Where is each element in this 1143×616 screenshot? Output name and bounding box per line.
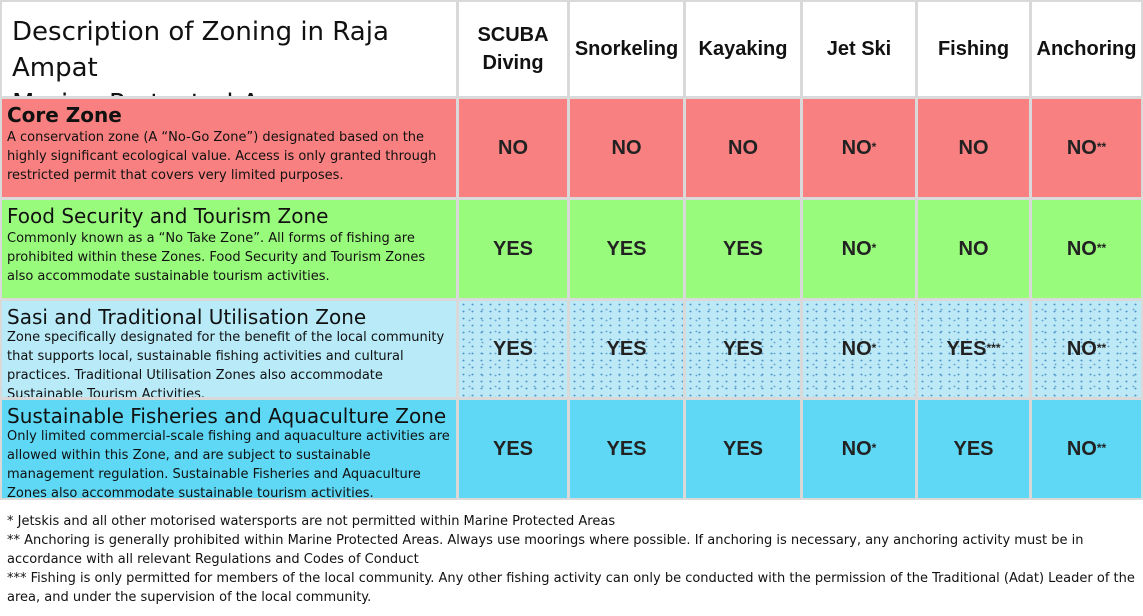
permission-value: YES <box>722 337 764 360</box>
zone-text: Zone specifically designated for the ben… <box>7 330 445 397</box>
permission-cell: YES <box>570 400 683 498</box>
column-header-label: Fishing <box>937 38 1010 60</box>
zone-name: Core Zone <box>7 103 122 127</box>
permission-value: NO <box>958 237 989 260</box>
permission-value: YES <box>953 437 994 460</box>
title-line-1: Description of Zoning in Raja Ampat <box>12 17 389 83</box>
zone-description-core: Core Zone A conservation zone (A “No-Go … <box>2 99 456 197</box>
column-header-snorkeling: Snorkeling <box>570 2 683 96</box>
permission-cell: YES <box>686 400 800 498</box>
permission-cell: NO ** <box>1032 200 1141 298</box>
column-header-label: Kayaking <box>698 38 788 60</box>
footnote-anchoring: ** Anchoring is generally prohibited wit… <box>7 533 1084 567</box>
permission-value: NO <box>611 136 642 159</box>
footnote-fishing: *** Fishing is only permitted for member… <box>7 571 1135 605</box>
permission-value: YES <box>946 337 987 360</box>
zone-text: Commonly known as a “No Take Zone”. All … <box>7 231 426 284</box>
permission-cell: NO ** <box>1032 400 1141 498</box>
permission-cell: YES <box>570 200 683 298</box>
column-header-jet-ski: Jet Ski <box>803 2 915 96</box>
permission-value: NO <box>728 136 758 159</box>
permission-value: NO <box>958 136 989 159</box>
permission-cell: NO <box>918 200 1029 298</box>
zone-name: Sasi and Traditional Utilisation Zone <box>7 305 367 329</box>
permission-cell: NO * <box>803 99 915 197</box>
permission-cell: YES <box>459 400 567 498</box>
permission-value: YES <box>606 437 647 460</box>
permission-value: NO <box>841 136 872 159</box>
permission-value: NO <box>841 237 872 260</box>
column-header-scuba-diving: SCUBA Diving <box>459 2 567 96</box>
zone-description-food-security: Food Security and Tourism Zone Commonly … <box>2 200 456 298</box>
permission-cell: YES <box>570 301 683 397</box>
permission-cell: YES <box>459 200 567 298</box>
column-header-anchoring: Anchoring <box>1032 2 1141 96</box>
permission-cell: NO * <box>803 301 915 397</box>
permission-value: NO <box>1066 337 1097 360</box>
permission-cell: NO <box>570 99 683 197</box>
footnote-jetski: * Jetskis and all other motorised waters… <box>7 514 616 529</box>
zone-name: Food Security and Tourism Zone <box>7 204 329 228</box>
permission-cell: NO <box>686 99 800 197</box>
permission-value: NO <box>498 136 528 159</box>
permission-value: YES <box>606 337 647 360</box>
permission-cell: NO <box>459 99 567 197</box>
footnotes: * Jetskis and all other motorised waters… <box>7 512 1137 607</box>
permission-cell: YES <box>686 301 800 397</box>
zone-text: Only limited commercial-scale fishing an… <box>7 429 450 498</box>
permission-value: NO <box>1066 136 1097 159</box>
permission-cell: NO <box>918 99 1029 197</box>
zoning-table: Description of Zoning in Raja Ampat Mari… <box>0 0 1143 500</box>
permission-value: YES <box>722 437 764 460</box>
title-line-2: Marine Protected Areas <box>12 86 450 96</box>
permission-value: NO <box>841 437 872 460</box>
column-header-label: Snorkeling <box>574 38 679 60</box>
permission-value: YES <box>492 237 534 260</box>
column-header-line-1: SCUBA <box>477 24 549 46</box>
permission-value: YES <box>492 437 534 460</box>
column-header-label: Jet Ski <box>826 38 892 60</box>
permission-cell: NO * <box>803 400 915 498</box>
permission-cell: NO * <box>803 200 915 298</box>
zone-description-sasi-traditional: Sasi and Traditional Utilisation Zone Zo… <box>2 301 456 397</box>
column-header-kayaking: Kayaking <box>686 2 800 96</box>
permission-value: NO <box>1066 237 1097 260</box>
column-header-label: Anchoring <box>1036 38 1137 60</box>
column-header-line-2: Diving <box>482 52 544 74</box>
permission-cell: YES *** <box>918 301 1029 397</box>
permission-value: YES <box>722 237 764 260</box>
permission-value: YES <box>606 237 647 260</box>
column-header-fishing: Fishing <box>918 2 1029 96</box>
permission-cell: YES <box>686 200 800 298</box>
permission-cell: NO ** <box>1032 99 1141 197</box>
zone-text: A conservation zone (A “No-Go Zone”) des… <box>7 130 437 183</box>
permission-cell: YES <box>459 301 567 397</box>
zone-description-sustainable-fisheries: Sustainable Fisheries and Aquaculture Zo… <box>2 400 456 498</box>
table-title: Description of Zoning in Raja Ampat Mari… <box>2 2 456 96</box>
permission-value: NO <box>841 337 872 360</box>
permission-cell: YES <box>918 400 1029 498</box>
permission-cell: NO ** <box>1032 301 1141 397</box>
permission-value: YES <box>492 337 534 360</box>
zone-name: Sustainable Fisheries and Aquaculture Zo… <box>7 404 447 428</box>
permission-value: NO <box>1066 437 1097 460</box>
